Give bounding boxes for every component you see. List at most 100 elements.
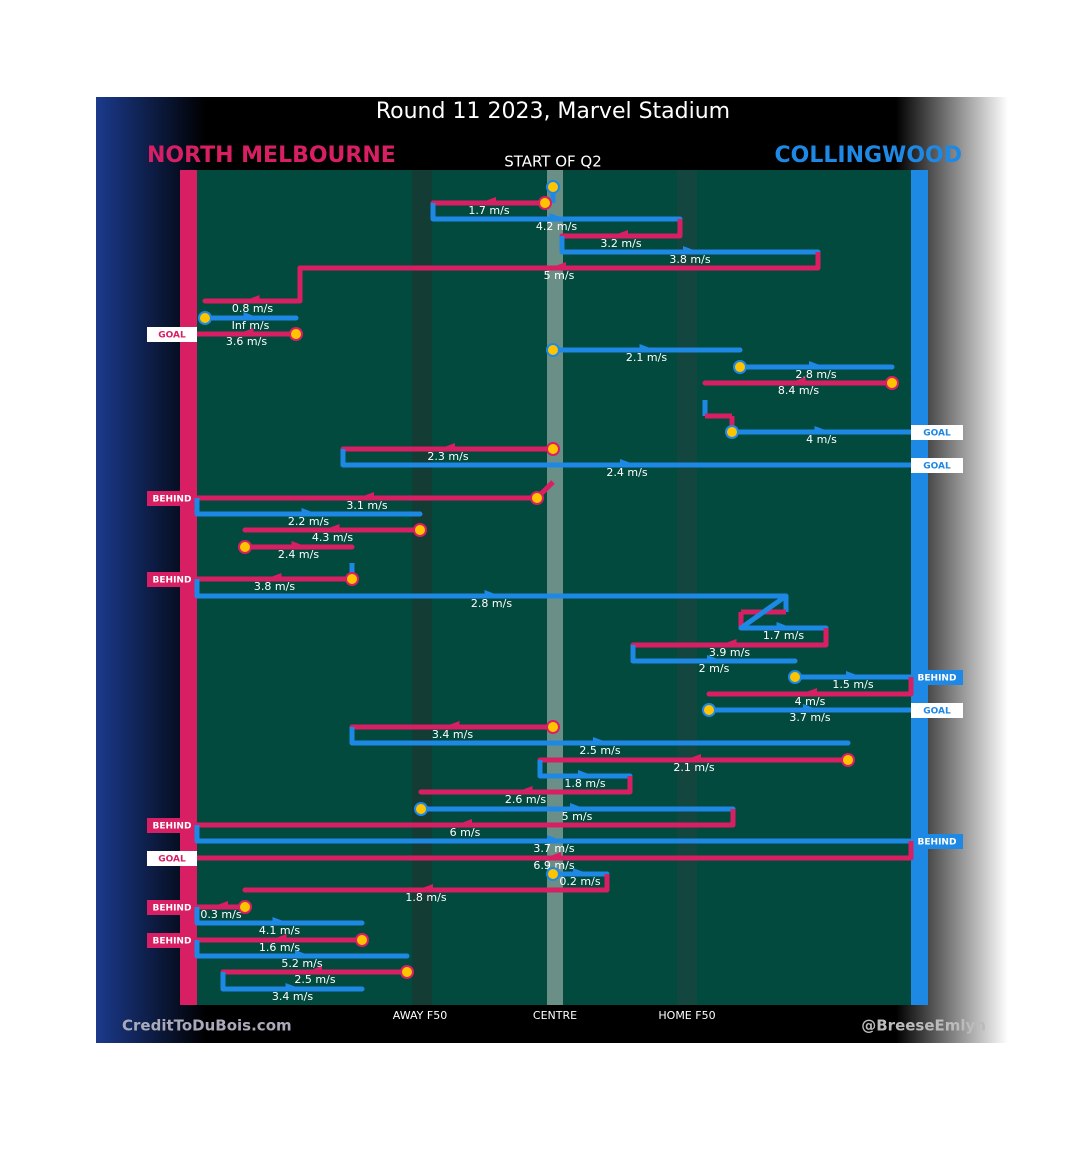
arrow — [801, 688, 817, 695]
arrow — [573, 868, 589, 875]
arrow — [846, 671, 862, 678]
credit: @BreeseEmlyn — [861, 1017, 986, 1035]
arrow — [578, 770, 594, 777]
arrow — [456, 819, 472, 826]
speed-label: 3.2 m/s — [600, 237, 641, 250]
stoppage-marker — [788, 670, 802, 684]
subtitle: START OF Q2 — [504, 153, 602, 171]
outcome-label: BEHIND — [153, 937, 192, 947]
stoppage-marker — [345, 572, 359, 586]
stoppage-marker — [885, 376, 899, 390]
stoppage-marker — [198, 311, 212, 325]
speed-label: 2.4 m/s — [278, 548, 319, 561]
speed-label: 2.5 m/s — [579, 744, 620, 757]
speed-label: 0.3 m/s — [200, 908, 241, 921]
outcome-tag — [911, 670, 963, 685]
centre-band — [547, 170, 563, 1005]
stoppage-marker — [355, 933, 369, 947]
outcome-tag — [911, 458, 963, 473]
arrow — [243, 312, 260, 319]
speed-label: 2.2 m/s — [288, 515, 329, 528]
home-f50-band — [677, 170, 697, 1005]
outcome-label: BEHIND — [153, 904, 192, 914]
connector — [739, 593, 788, 631]
speed-label: 2.6 m/s — [505, 793, 546, 806]
arrow — [265, 573, 282, 580]
arrow — [612, 230, 628, 237]
speed-label: Inf m/s — [232, 319, 270, 332]
outcome-tag — [147, 572, 197, 587]
arrow — [547, 835, 563, 842]
speed-label: 4.1 m/s — [259, 924, 300, 937]
stoppage-marker — [733, 360, 747, 374]
speed-label: 0.2 m/s — [559, 875, 600, 888]
speed-label: 1.7 m/s — [468, 204, 509, 217]
arrow — [323, 524, 340, 531]
arrow — [809, 361, 825, 368]
stoppage-marker — [841, 753, 855, 767]
stoppage-marker — [538, 196, 552, 210]
outcome-tag — [147, 933, 197, 948]
stoppage-marker — [725, 425, 739, 439]
outcome-tag — [147, 327, 197, 342]
arrow — [285, 983, 302, 990]
speed-label: 1.7 m/s — [763, 629, 804, 642]
arrow — [306, 966, 322, 973]
speed-label: 2.1 m/s — [626, 351, 667, 364]
stoppage-marker — [702, 703, 716, 717]
speed-label: 4.2 m/s — [536, 220, 577, 233]
outcome-label: BEHIND — [153, 822, 192, 832]
arrow — [776, 622, 793, 629]
outcome-tag — [911, 703, 963, 718]
stoppage-marker — [238, 900, 252, 914]
stoppage-marker — [546, 180, 560, 194]
arrow — [272, 917, 289, 924]
stoppage-marker — [413, 523, 427, 537]
zone-label: AWAY F50 — [393, 1009, 447, 1022]
arrow — [685, 754, 701, 761]
arrow — [291, 541, 308, 548]
speed-label: 1.8 m/s — [564, 777, 605, 790]
arrow — [484, 590, 501, 597]
outcome-label: GOAL — [158, 331, 186, 341]
speed-label: 6 m/s — [450, 826, 481, 839]
credit: CreditToDuBois.com — [122, 1017, 292, 1035]
outcome-tag — [147, 900, 197, 915]
speed-label: 2.3 m/s — [427, 450, 468, 463]
arrow — [620, 459, 636, 466]
speed-label: 3.9 m/s — [709, 646, 750, 659]
outcome-label: BEHIND — [153, 576, 192, 586]
arrow — [358, 492, 374, 499]
away-team: COLLINGWOOD — [775, 143, 962, 168]
arrow — [593, 737, 609, 744]
arrow — [549, 213, 566, 220]
arrow — [417, 884, 433, 891]
zone-label: HOME F50 — [658, 1009, 715, 1022]
speed-label: 1.8 m/s — [405, 891, 446, 904]
outcome-label: BEHIND — [918, 674, 957, 684]
speed-label: 2 m/s — [699, 662, 730, 675]
home-team: NORTH MELBOURNE — [147, 143, 396, 168]
speed-label: 1.6 m/s — [259, 941, 300, 954]
arrow — [707, 655, 723, 662]
arrow — [295, 950, 311, 957]
speed-label: 6.9 m/s — [533, 859, 574, 872]
speed-label: 3.7 m/s — [789, 711, 830, 724]
speed-label: 5.2 m/s — [281, 957, 322, 970]
arrow — [516, 786, 533, 793]
arrow — [683, 246, 699, 253]
arrow — [814, 426, 831, 433]
speed-label: 2.1 m/s — [673, 761, 714, 774]
arrow — [301, 508, 318, 515]
stoppage-marker — [546, 343, 560, 357]
outcome-tag — [911, 834, 963, 849]
stoppage-marker — [546, 867, 560, 881]
arrow — [639, 344, 656, 351]
speed-label: 3.4 m/s — [432, 728, 473, 741]
speed-label: 2.8 m/s — [795, 368, 836, 381]
outcome-tag — [147, 851, 197, 866]
speed-label: 3.6 m/s — [226, 335, 267, 348]
speed-label: 1.5 m/s — [832, 678, 873, 691]
arrow — [243, 295, 260, 302]
